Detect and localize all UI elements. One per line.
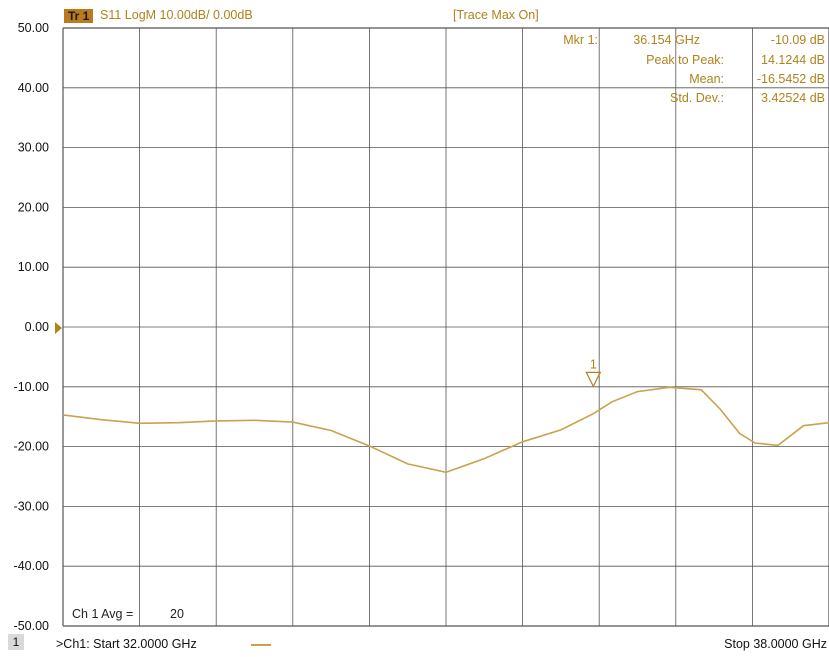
trace-legend-swatch — [251, 644, 271, 646]
trace-description[interactable]: S11 LogM 10.00dB/ 0.00dB — [100, 8, 253, 22]
average-readout: Ch 1 Avg = 20 — [72, 607, 184, 621]
y-tick-label: -40.00 — [14, 559, 49, 573]
marker-value: -10.09 dB — [771, 33, 825, 47]
average-label: Ch 1 Avg = — [72, 607, 133, 621]
y-tick-label: 0.00 — [25, 320, 49, 334]
average-value: 20 — [170, 607, 184, 621]
peak-to-peak-label: Peak to Peak: — [646, 53, 724, 67]
y-tick-label: -20.00 — [14, 440, 49, 454]
y-tick-label: -10.00 — [14, 380, 49, 394]
std-dev-value: 3.42524 dB — [761, 91, 825, 105]
trace-plot[interactable]: 50.00 40.00 30.00 20.00 10.00 0.00 -10.00 -20.0… — [0, 0, 829, 630]
channel-footer: 1 >Ch1: Start 32.0000 GHz Stop 38.0000 G… — [0, 630, 829, 657]
y-tick-label: -30.00 — [14, 499, 49, 513]
std-dev-label: Std. Dev.: — [670, 91, 724, 105]
statistics-readout: Mkr 1: 36.154 GHz -10.09 dB Peak to Peak… — [563, 33, 825, 105]
marker-label: Mkr 1: — [563, 33, 598, 47]
y-tick-label: 30.00 — [18, 141, 49, 155]
trace-badge[interactable]: Tr 1 — [64, 9, 94, 23]
peak-to-peak-value: 14.1244 dB — [761, 53, 825, 67]
marker-triangle-icon — [585, 371, 602, 388]
grid — [62, 27, 829, 627]
y-tick-label: 40.00 — [18, 81, 49, 95]
y-tick-label: 50.00 — [18, 21, 49, 35]
stop-frequency[interactable]: Stop 38.0000 GHz — [724, 637, 827, 651]
trace-line — [62, 386, 829, 474]
mean-label: Mean: — [689, 72, 724, 86]
mean-value: -16.5452 dB — [757, 72, 825, 86]
start-frequency[interactable]: >Ch1: Start 32.0000 GHz — [56, 637, 197, 651]
channel-number-button[interactable]: 1 — [8, 634, 24, 650]
marker-frequency: 36.154 GHz — [633, 33, 700, 47]
marker-1[interactable]: 1 — [585, 357, 602, 388]
reference-level-arrow — [55, 322, 62, 334]
trace-max-status: [Trace Max On] — [453, 8, 539, 22]
y-axis-labels: 50.00 40.00 30.00 20.00 10.00 0.00 -10.00 -20.0… — [14, 21, 50, 630]
marker-number: 1 — [590, 357, 597, 371]
trace-header: Tr 1 S11 LogM 10.00dB/ 0.00dB [Trace Max… — [0, 0, 829, 28]
y-tick-label: -50.00 — [14, 619, 49, 630]
y-tick-label: 20.00 — [18, 200, 49, 214]
y-tick-label: 10.00 — [18, 260, 49, 274]
